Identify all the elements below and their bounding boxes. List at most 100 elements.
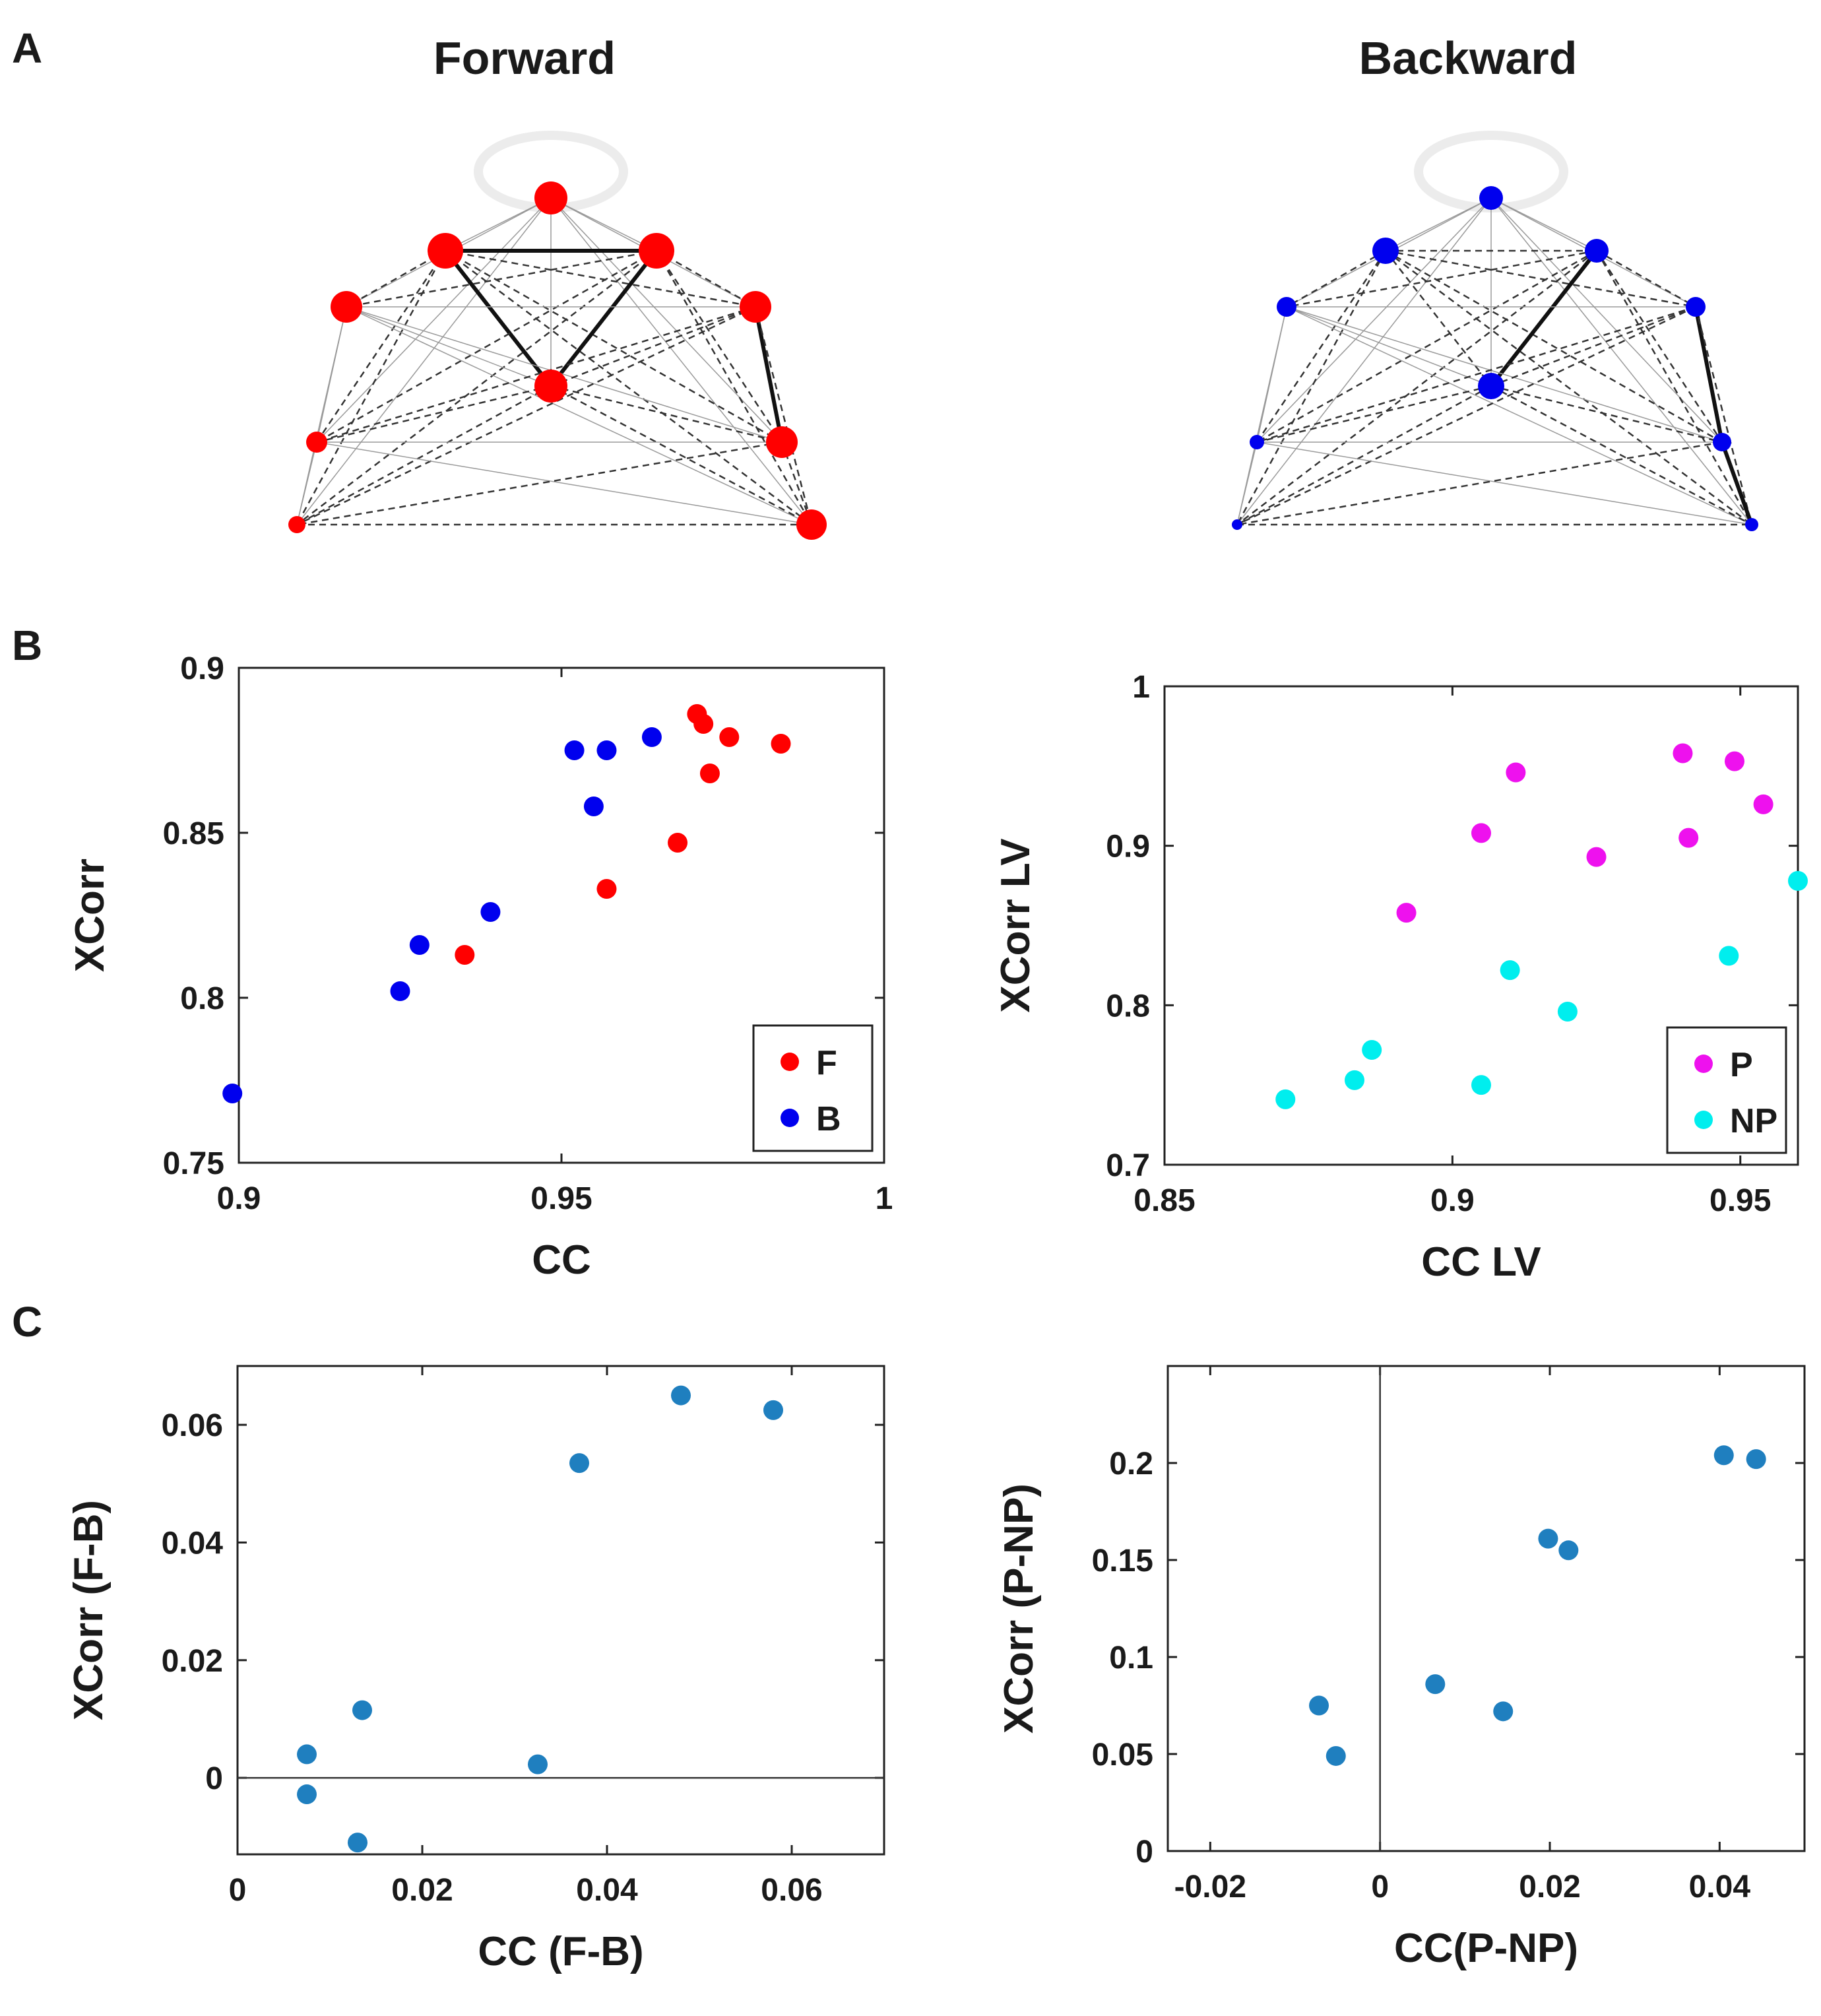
network-edge — [296, 441, 783, 526]
data-point-p-np — [1713, 1445, 1734, 1466]
network-edge — [1720, 441, 1754, 526]
network-edge — [550, 385, 783, 443]
chart-diff-p-np: -0.02 0 0.02 0.04 0 0.05 0.1 0.15 0.2 CC(P-NP) XCo… — [996, 1365, 1806, 1971]
network-edge — [316, 249, 657, 443]
data-point-p — [1396, 903, 1417, 923]
network-edge — [296, 306, 756, 526]
network-edge — [316, 197, 552, 443]
network-edge — [445, 249, 783, 443]
network-edge — [445, 249, 812, 526]
data-point-p-np — [1309, 1695, 1329, 1716]
data-point-p-np — [1558, 1540, 1579, 1561]
electrode-node — [306, 432, 327, 453]
network-edge — [445, 197, 552, 251]
data-point-np — [1362, 1040, 1382, 1060]
x-tick-label: 0 — [229, 1873, 247, 1908]
network-edge — [1236, 197, 1492, 525]
data-point-f — [693, 714, 714, 734]
legend-box — [752, 1024, 874, 1152]
data-point-b — [596, 740, 617, 760]
data-point-f-b — [297, 1744, 317, 1765]
data-point-f-b — [763, 1400, 783, 1420]
network-edge — [1489, 249, 1599, 387]
data-point-p-np — [1538, 1528, 1558, 1549]
data-point-np — [1719, 946, 1739, 966]
network-edge — [1236, 306, 1696, 526]
network-edge — [753, 306, 784, 443]
electrode-node — [428, 233, 463, 269]
data-point-f-b — [569, 1453, 589, 1474]
x-tick-label: 0.02 — [391, 1873, 453, 1908]
data-point-p-np — [1425, 1674, 1446, 1695]
electrode-node — [1250, 435, 1264, 449]
data-point-f-b — [671, 1385, 691, 1406]
network-edge — [550, 197, 783, 443]
legend: P NP — [1666, 1026, 1787, 1154]
x-tick-label: 0.95 — [1709, 1183, 1771, 1218]
network-edge — [1694, 306, 1724, 443]
y-tick-label: 1 — [1132, 670, 1150, 705]
y-axis-label: XCorr (P-NP) — [996, 1483, 1042, 1734]
data-point-np — [1500, 960, 1520, 981]
network-edge — [1286, 306, 1752, 525]
data-point-b — [222, 1084, 243, 1103]
electrode-node — [534, 370, 567, 403]
x-tick-label: 0.02 — [1519, 1870, 1580, 1904]
data-point-b — [390, 981, 410, 1001]
data-point-p — [1673, 743, 1693, 764]
y-tick-label: 0 — [205, 1761, 223, 1796]
network-edge — [1236, 385, 1492, 526]
network-edge — [1385, 249, 1696, 308]
x-tick-label: 0.06 — [761, 1873, 822, 1908]
network-edge — [549, 249, 658, 387]
network-edge — [296, 197, 552, 525]
chart-cc-vs-xcorr: 0.9 0.95 1 0.75 0.8 0.85 0.9 CC XCorr FB — [67, 651, 893, 1283]
y-tick-label: 0.2 — [1109, 1447, 1153, 1481]
network-edge — [1490, 197, 1723, 443]
network-edge — [550, 385, 812, 526]
data-point-f-b — [352, 1700, 372, 1720]
data-point-f-b — [348, 1833, 367, 1853]
electrode-node — [1277, 297, 1296, 317]
x-tick-label: 0.04 — [576, 1873, 638, 1908]
plot-frame — [1166, 1365, 1806, 1852]
electrode-node — [639, 233, 674, 269]
y-tick-label: 0.15 — [1092, 1544, 1153, 1578]
x-tick-label: 0.85 — [1134, 1183, 1195, 1218]
y-axis-label: XCorr (F-B) — [66, 1500, 112, 1720]
electrode-node — [740, 291, 771, 323]
network-edge — [445, 249, 756, 308]
network-edge — [1256, 385, 1492, 443]
forward-network-title: Forward — [433, 32, 616, 84]
network-edge — [1256, 250, 1387, 443]
electrode-node — [1372, 238, 1399, 264]
network-edge — [346, 306, 783, 443]
network-edge — [1490, 197, 1597, 251]
network-edge — [1490, 197, 1752, 525]
network-edge — [1490, 385, 1752, 526]
network-edge — [346, 306, 552, 387]
network-edge — [346, 306, 812, 525]
electrode-node — [331, 291, 362, 323]
network-edge — [1286, 306, 1492, 387]
network-edge — [1490, 385, 1723, 443]
electrode-node — [1713, 433, 1731, 451]
y-axis-label: XCorr — [67, 859, 113, 972]
legend-label: NP — [1730, 1102, 1777, 1140]
x-tick-label: 1 — [876, 1181, 893, 1216]
data-point-f — [699, 764, 720, 783]
y-tick-label: 0.9 — [180, 651, 224, 686]
y-tick-label: 0.05 — [1092, 1738, 1153, 1772]
data-point-p-np — [1493, 1701, 1514, 1722]
network-edge — [754, 306, 813, 525]
legend-label: F — [816, 1044, 837, 1082]
data-point-f-b — [528, 1754, 548, 1774]
panel-label-c: C — [12, 1298, 42, 1346]
y-tick-label: 0.8 — [180, 981, 224, 1016]
y-tick-label: 0.1 — [1109, 1641, 1153, 1675]
network-edge — [1595, 250, 1723, 443]
network-edge — [1385, 197, 1492, 251]
legend-label: B — [816, 1100, 841, 1138]
data-point-b — [583, 797, 604, 816]
